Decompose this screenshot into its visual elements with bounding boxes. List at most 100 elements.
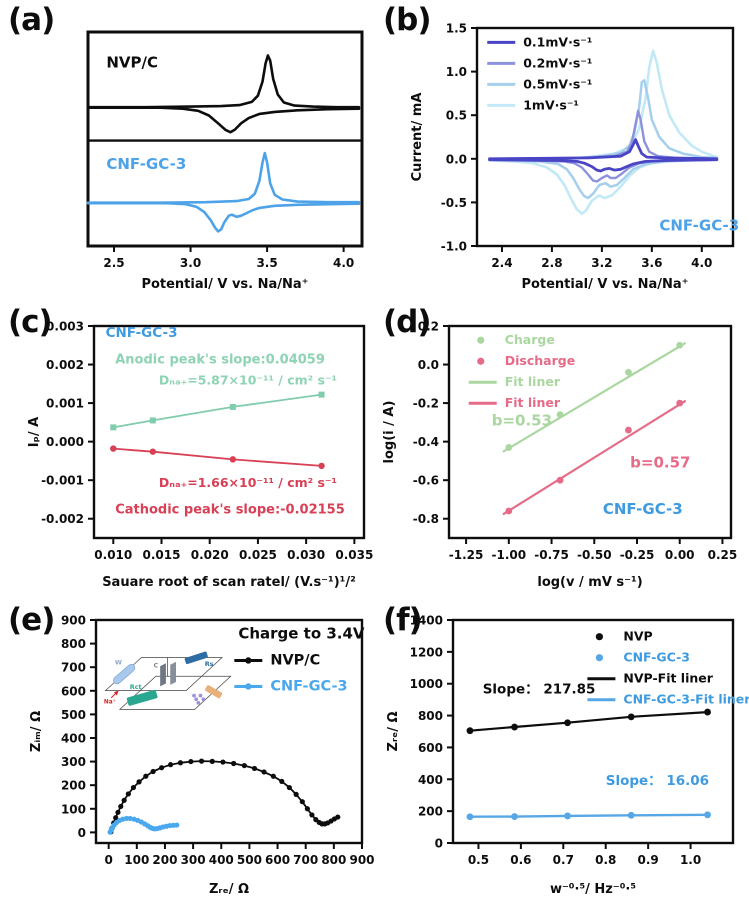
panel-b: (b) 2.4 2.8 3.2 3.6 4.0 -1.0 -0.5 0.0 0.5 1.0 1.5 P… bbox=[375, 0, 749, 302]
svg-text:CNF-GC-3: CNF-GC-3 bbox=[106, 325, 178, 341]
svg-text:800: 800 bbox=[418, 709, 443, 723]
svg-text:100: 100 bbox=[124, 853, 149, 867]
svg-text:1000: 1000 bbox=[410, 677, 443, 691]
svg-text:Dₙₐ₊=5.87×10⁻¹¹ / cm² s⁻¹: Dₙₐ₊=5.87×10⁻¹¹ / cm² s⁻¹ bbox=[159, 373, 337, 388]
svg-text:500: 500 bbox=[61, 708, 86, 722]
svg-text:-1.25: -1.25 bbox=[449, 548, 484, 562]
svg-text:Potential/ V vs. Na/Na⁺: Potential/ V vs. Na/Na⁺ bbox=[141, 277, 308, 292]
svg-text:2.8: 2.8 bbox=[541, 256, 562, 270]
svg-text:b=0.53: b=0.53 bbox=[492, 411, 552, 429]
svg-text:0.0: 0.0 bbox=[446, 152, 467, 166]
svg-text:200: 200 bbox=[152, 853, 177, 867]
svg-text:0.000: 0.000 bbox=[46, 435, 84, 449]
svg-text:Iₚ/ A: Iₚ/ A bbox=[27, 417, 42, 447]
svg-text:-0.4: -0.4 bbox=[413, 435, 439, 449]
svg-text:Slope： 16.06: Slope： 16.06 bbox=[606, 773, 709, 789]
svg-text:log(i / A): log(i / A) bbox=[382, 401, 397, 464]
svg-text:0.1mV·s⁻¹: 0.1mV·s⁻¹ bbox=[523, 34, 592, 49]
svg-text:NVP/C: NVP/C bbox=[106, 53, 158, 71]
svg-text:900: 900 bbox=[61, 614, 86, 628]
svg-text:W: W bbox=[115, 659, 122, 667]
svg-text:0.6: 0.6 bbox=[510, 853, 531, 867]
svg-text:700: 700 bbox=[293, 853, 318, 867]
svg-text:1.5: 1.5 bbox=[446, 22, 467, 36]
svg-text:0.8: 0.8 bbox=[595, 853, 616, 867]
panel-d-chart: -1.25 -1.00 -0.75 -0.50 -0.25 0.00 0.25 0.2 0.0 -… bbox=[382, 320, 738, 591]
svg-text:Cathodic peak's slope:-0.02155: Cathodic peak's slope:-0.02155 bbox=[115, 502, 345, 517]
svg-text:1.0: 1.0 bbox=[446, 65, 467, 79]
svg-text:0.030: 0.030 bbox=[287, 548, 325, 562]
svg-text:-0.50: -0.50 bbox=[577, 548, 612, 562]
svg-text:100: 100 bbox=[61, 802, 86, 816]
svg-text:1400: 1400 bbox=[410, 614, 443, 628]
svg-text:300: 300 bbox=[61, 755, 86, 769]
panel-c: (c) 0.010 0.015 0.020 0.025 0.030 0.035 0.003 0… bbox=[0, 302, 374, 600]
svg-text:CNF-GC-3: CNF-GC-3 bbox=[659, 216, 739, 234]
svg-text:0: 0 bbox=[104, 853, 112, 867]
svg-text:0.001: 0.001 bbox=[46, 397, 84, 411]
svg-text:400: 400 bbox=[209, 853, 234, 867]
svg-text:600: 600 bbox=[418, 741, 443, 755]
svg-text:0.003: 0.003 bbox=[46, 320, 84, 334]
svg-text:0.002: 0.002 bbox=[46, 358, 84, 372]
svg-text:CNF-GC-3: CNF-GC-3 bbox=[623, 650, 690, 665]
svg-text:Anodic peak's slope:0.04059: Anodic peak's slope:0.04059 bbox=[115, 352, 325, 367]
svg-text:CNF-GC-3: CNF-GC-3 bbox=[270, 678, 347, 694]
svg-text:0.020: 0.020 bbox=[191, 548, 229, 562]
svg-text:Rct: Rct bbox=[130, 683, 142, 691]
svg-text:0: 0 bbox=[78, 826, 86, 840]
svg-text:CNF-GC-3: CNF-GC-3 bbox=[106, 155, 186, 173]
panel-a: (a) 2.5 3.0 3.5 4.0 Potential/ V vs. Na/Na⁺ N… bbox=[0, 0, 374, 302]
svg-text:0.2: 0.2 bbox=[418, 320, 439, 334]
svg-text:900: 900 bbox=[349, 853, 374, 867]
svg-text:-0.6: -0.6 bbox=[413, 474, 439, 488]
svg-text:0.25: 0.25 bbox=[708, 548, 738, 562]
panel-c-chart: 0.010 0.015 0.020 0.025 0.030 0.035 0.003 0.002… bbox=[27, 320, 373, 591]
svg-text:300: 300 bbox=[181, 853, 206, 867]
svg-text:-0.25: -0.25 bbox=[620, 548, 655, 562]
svg-text:log(v / mV s⁻¹): log(v / mV s⁻¹) bbox=[537, 575, 642, 590]
svg-text:400: 400 bbox=[418, 773, 443, 787]
svg-text:CNF-GC-3-Fit liner: CNF-GC-3-Fit liner bbox=[623, 692, 749, 707]
svg-text:3.2: 3.2 bbox=[591, 256, 612, 270]
svg-text:400: 400 bbox=[61, 731, 86, 745]
svg-text:600: 600 bbox=[61, 684, 86, 698]
svg-text:NVP/C: NVP/C bbox=[270, 652, 320, 668]
svg-text:-0.002: -0.002 bbox=[41, 512, 84, 526]
svg-text:0.010: 0.010 bbox=[94, 548, 132, 562]
svg-text:800: 800 bbox=[321, 853, 346, 867]
svg-text:NVP-Fit liner: NVP-Fit liner bbox=[623, 671, 713, 686]
svg-text:Zᵢₘ/ Ω: Zᵢₘ/ Ω bbox=[29, 711, 44, 752]
svg-text:0.7: 0.7 bbox=[553, 853, 574, 867]
svg-text:2.4: 2.4 bbox=[491, 256, 512, 270]
svg-text:200: 200 bbox=[418, 805, 443, 819]
svg-text:0.5: 0.5 bbox=[468, 853, 489, 867]
svg-text:-0.2: -0.2 bbox=[413, 397, 439, 411]
svg-text:-0.001: -0.001 bbox=[41, 474, 84, 488]
svg-text:3.0: 3.0 bbox=[180, 256, 201, 270]
svg-text:Fit liner: Fit liner bbox=[505, 395, 561, 410]
svg-text:-0.75: -0.75 bbox=[534, 548, 569, 562]
svg-text:Zᵣₑ/ Ω: Zᵣₑ/ Ω bbox=[386, 711, 401, 751]
svg-text:Na⁺: Na⁺ bbox=[104, 699, 116, 706]
panel-a-chart: 2.5 3.0 3.5 4.0 Potential/ V vs. Na/Na⁺ NVP/C… bbox=[86, 30, 364, 292]
svg-text:0.00: 0.00 bbox=[665, 548, 695, 562]
svg-text:600: 600 bbox=[265, 853, 290, 867]
panel-b-chart: 2.4 2.8 3.2 3.6 4.0 -1.0 -0.5 0.0 0.5 1.0 1.5 Poten… bbox=[410, 22, 739, 293]
panel-e-label: (e) bbox=[8, 602, 55, 638]
svg-text:-1.00: -1.00 bbox=[492, 548, 527, 562]
svg-text:w⁻⁰·⁵/ Hz⁻⁰·⁵: w⁻⁰·⁵/ Hz⁻⁰·⁵ bbox=[550, 882, 636, 897]
panel-f-label: (f) bbox=[383, 602, 423, 638]
svg-text:1200: 1200 bbox=[410, 645, 443, 659]
svg-text:500: 500 bbox=[237, 853, 262, 867]
panel-f: (f) 0.5 0.6 0.7 0.8 0.9 1.0 0 200 400 600 800 1000 1… bbox=[375, 600, 749, 907]
svg-text:Charge: Charge bbox=[505, 332, 555, 347]
svg-text:0: 0 bbox=[435, 837, 443, 851]
svg-text:Charge to 3.4V: Charge to 3.4V bbox=[238, 624, 365, 642]
svg-text:b=0.57: b=0.57 bbox=[630, 454, 690, 472]
svg-text:Sauare root of scan ratel/ (V.: Sauare root of scan ratel/ (V.s⁻¹)¹/² bbox=[102, 575, 356, 590]
panel-e-chart: 0 100 200 300 400 500 600 700 800 900010020030040… bbox=[29, 614, 374, 898]
svg-text:800: 800 bbox=[61, 637, 86, 651]
svg-text:0.5: 0.5 bbox=[446, 109, 467, 123]
